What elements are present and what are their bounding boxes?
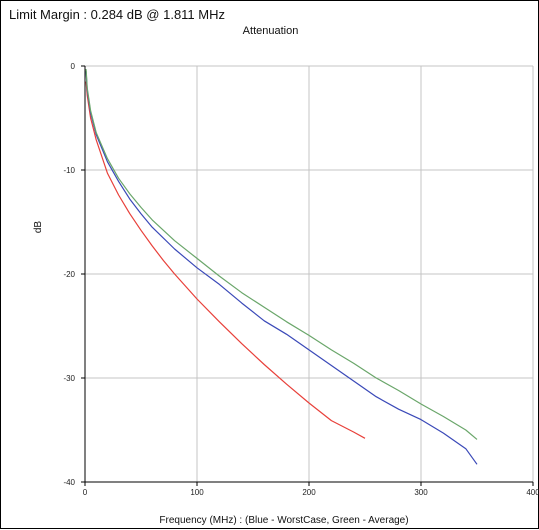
y-axis-title: dB: [33, 221, 44, 234]
y-tick-label: 0: [71, 62, 76, 71]
average-line: [85, 69, 478, 440]
x-tick-label: 300: [414, 488, 428, 497]
x-axis-title: Frequency (MHz) : (Blue - WorstCase, Gre…: [159, 515, 408, 526]
x-tick-label: 200: [302, 488, 316, 497]
y-tick-label: -30: [63, 374, 75, 383]
x-tick-label: 100: [190, 488, 204, 497]
y-tick-label: -40: [63, 478, 75, 487]
worst-case-line: [85, 71, 478, 465]
y-tick-label: -10: [63, 166, 75, 175]
limit-margin-label: Limit Margin : 0.284 dB @ 1.811 MHz: [9, 7, 225, 22]
limit-line: [85, 81, 366, 439]
x-tick-label: 400: [526, 488, 539, 497]
chart-title: Attenuation: [242, 25, 299, 37]
x-tick-label: 0: [83, 488, 88, 497]
y-tick-label: -20: [63, 270, 75, 279]
